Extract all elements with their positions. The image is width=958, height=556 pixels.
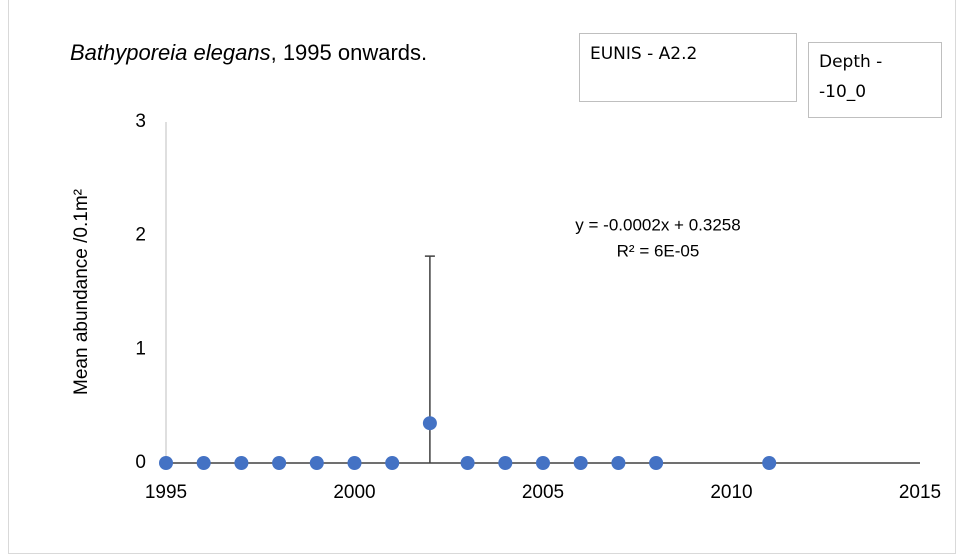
data-point (536, 456, 550, 470)
y-tick-label: 2 (135, 225, 146, 246)
data-point (196, 456, 211, 470)
eunis-box: EUNIS - A2.2 (579, 33, 797, 102)
y-axis-label: Mean abundance /0.1m² (71, 189, 92, 395)
depth-box: Depth - -10_0 (808, 42, 942, 118)
data-point (234, 456, 249, 470)
data-point (309, 456, 324, 470)
y-tick-label: 3 (135, 111, 146, 132)
data-point (460, 456, 475, 470)
data-point (272, 456, 287, 470)
x-tick-label: 2005 (522, 482, 564, 503)
data-point (385, 456, 400, 470)
data-point (573, 456, 588, 470)
y-tick-label: 1 (135, 338, 146, 359)
title-rest: , 1995 onwards. (270, 40, 428, 65)
data-point (649, 456, 664, 470)
trendline-label: y = -0.0002x + 0.3258 (575, 215, 740, 234)
chart-title: Bathyporeia elegans, 1995 onwards. (70, 40, 427, 66)
trendline-label: R² = 6E-05 (617, 241, 700, 260)
data-point (498, 456, 513, 470)
y-tick-label: 0 (135, 452, 146, 473)
data-point (611, 456, 626, 470)
x-tick-label: 2000 (333, 482, 375, 503)
x-tick-label: 2010 (710, 482, 752, 503)
title-species: Bathyporeia elegans (70, 40, 271, 65)
data-point (347, 456, 362, 470)
data-point (159, 456, 173, 470)
x-tick-label: 1995 (145, 482, 187, 503)
x-tick-label: 2015 (899, 482, 941, 503)
data-point (422, 416, 437, 431)
chart-frame (8, 0, 956, 554)
data-point (762, 456, 777, 470)
